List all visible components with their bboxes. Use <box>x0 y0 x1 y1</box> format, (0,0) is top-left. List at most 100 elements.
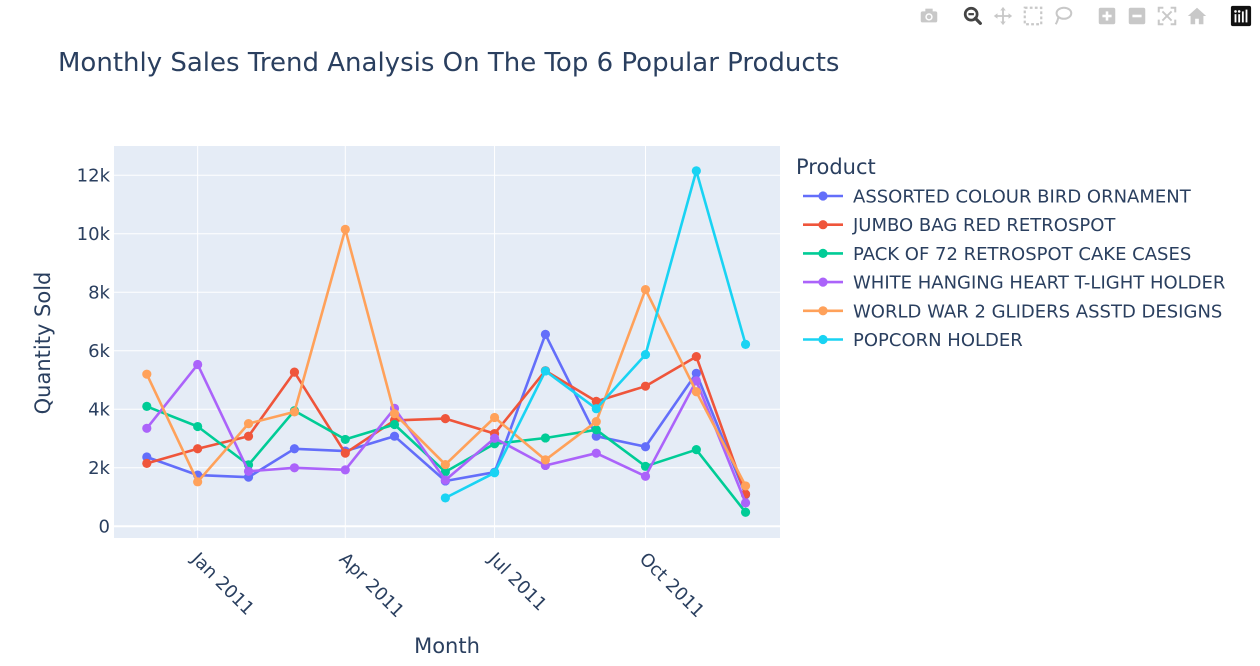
data-point[interactable] <box>489 468 500 478</box>
y-tick-label: 4k <box>88 399 110 420</box>
data-point[interactable] <box>389 419 400 430</box>
legend-label: WORLD WAR 2 GLIDERS ASSTD DESIGNS <box>853 301 1222 322</box>
modebar-group <box>1092 2 1212 30</box>
data-point[interactable] <box>591 396 601 406</box>
data-point[interactable] <box>489 412 500 423</box>
data-point[interactable] <box>640 461 651 471</box>
y-tick-label: 8k <box>88 282 110 303</box>
legend-swatch-marker <box>818 334 828 345</box>
zoom-out-icon <box>1128 7 1146 25</box>
data-point[interactable] <box>591 431 601 441</box>
data-point[interactable] <box>540 433 551 443</box>
data-point[interactable] <box>740 481 751 491</box>
data-point[interactable] <box>289 463 300 473</box>
data-point[interactable] <box>440 467 450 477</box>
data-point[interactable] <box>640 381 651 391</box>
zoom-in-button[interactable] <box>1092 2 1122 30</box>
data-point[interactable] <box>289 444 300 454</box>
data-point[interactable] <box>440 414 450 424</box>
data-point[interactable] <box>193 477 203 487</box>
modebar-toolbar <box>900 2 1256 30</box>
data-point[interactable] <box>540 366 551 376</box>
data-point[interactable] <box>340 434 350 445</box>
data-point[interactable] <box>243 466 254 476</box>
autoscale-button[interactable] <box>1152 2 1182 30</box>
data-point[interactable] <box>691 368 701 378</box>
data-point[interactable] <box>740 498 751 508</box>
data-point[interactable] <box>591 404 601 414</box>
pan-icon <box>993 6 1013 26</box>
data-point[interactable] <box>193 359 203 370</box>
data-point[interactable] <box>389 409 400 419</box>
data-point[interactable] <box>340 224 350 234</box>
data-point[interactable] <box>142 401 152 411</box>
data-point[interactable] <box>691 387 701 397</box>
y-tick-label: 10k <box>77 224 111 245</box>
data-point[interactable] <box>142 423 152 433</box>
box-select-icon <box>1023 6 1043 26</box>
data-point[interactable] <box>440 459 450 470</box>
data-point[interactable] <box>740 339 751 349</box>
data-point[interactable] <box>142 452 152 462</box>
data-point[interactable] <box>740 507 751 517</box>
data-point[interactable] <box>389 431 400 441</box>
y-tick-label: 0 <box>99 516 110 537</box>
x-tick-label: Apr 2011 <box>335 549 408 622</box>
data-point[interactable] <box>142 458 152 469</box>
data-point[interactable] <box>193 421 203 432</box>
modebar-group <box>1226 2 1256 30</box>
data-point[interactable] <box>540 455 551 465</box>
data-point[interactable] <box>691 166 701 176</box>
legend-item[interactable]: POPCORN HOLDER <box>803 330 1023 351</box>
modebar-group <box>958 2 1078 30</box>
legend-item[interactable]: PACK OF 72 RETROSPOT CAKE CASES <box>803 244 1191 265</box>
data-point[interactable] <box>243 419 254 429</box>
zoom-out-button[interactable] <box>1122 2 1152 30</box>
data-point[interactable] <box>591 425 601 435</box>
data-point[interactable] <box>591 448 601 458</box>
box-select-button[interactable] <box>1018 2 1048 30</box>
legend-item[interactable]: ASSORTED COLOUR BIRD ORNAMENT <box>803 187 1192 208</box>
legend: Product ASSORTED COLOUR BIRD ORNAMENT JUM… <box>796 155 1225 351</box>
legend-label: JUMBO BAG RED RETROSPOT <box>852 215 1116 236</box>
data-point[interactable] <box>640 349 651 360</box>
y-tick-label: 12k <box>77 165 111 186</box>
zoom-in-icon <box>1098 7 1116 25</box>
legend-swatch-marker <box>818 306 828 316</box>
data-point[interactable] <box>591 416 601 427</box>
data-point[interactable] <box>691 376 701 386</box>
data-point[interactable] <box>691 352 701 362</box>
data-point[interactable] <box>640 285 651 295</box>
data-point[interactable] <box>193 444 203 454</box>
legend-item[interactable]: WORLD WAR 2 GLIDERS ASSTD DESIGNS <box>803 301 1222 322</box>
data-point[interactable] <box>340 465 350 475</box>
data-point[interactable] <box>440 493 450 503</box>
zoom-icon <box>963 6 982 25</box>
data-point[interactable] <box>540 329 551 339</box>
data-point[interactable] <box>440 475 450 485</box>
legend-item[interactable]: WHITE HANGING HEART T-LIGHT HOLDER <box>803 273 1225 294</box>
lasso-select-icon <box>1054 6 1073 25</box>
data-point[interactable] <box>340 448 350 458</box>
plotly-logo-button[interactable] <box>1226 2 1256 30</box>
data-point[interactable] <box>289 407 300 417</box>
data-point[interactable] <box>289 367 300 377</box>
data-point[interactable] <box>691 445 701 455</box>
legend-item[interactable]: JUMBO BAG RED RETROSPOT <box>803 215 1116 236</box>
legend-label: POPCORN HOLDER <box>853 330 1023 351</box>
zoom-button[interactable] <box>958 2 988 30</box>
pan-button[interactable] <box>988 2 1018 30</box>
camera-button[interactable] <box>914 2 944 30</box>
legend-label: ASSORTED COLOUR BIRD ORNAMENT <box>853 187 1192 208</box>
legend-swatch-marker <box>818 220 828 230</box>
data-point[interactable] <box>489 433 500 443</box>
data-point[interactable] <box>243 431 254 441</box>
data-point[interactable] <box>640 442 651 452</box>
reset-axes-icon <box>1187 7 1207 25</box>
data-point[interactable] <box>640 471 651 481</box>
data-point[interactable] <box>142 369 152 379</box>
x-tick-label: Jan 2011 <box>186 548 258 620</box>
lasso-select-button[interactable] <box>1048 2 1078 30</box>
reset-axes-button[interactable] <box>1182 2 1212 30</box>
